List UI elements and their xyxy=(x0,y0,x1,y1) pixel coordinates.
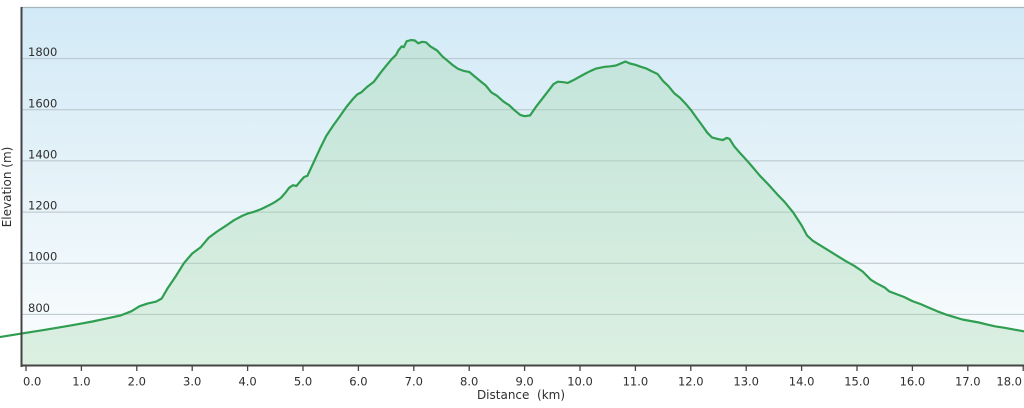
x-tick-label-13.0: 13.0 xyxy=(733,375,759,389)
x-tick-label-5.0: 5.0 xyxy=(294,375,312,389)
plot-background xyxy=(22,8,1024,366)
x-tick-label-11.0: 11.0 xyxy=(623,375,649,389)
x-tick-label-9.0: 9.0 xyxy=(515,375,533,389)
x-tick-label-16.0: 16.0 xyxy=(900,375,926,389)
x-tick-label-17.0: 17.0 xyxy=(955,375,981,389)
x-tick-label-15.0: 15.0 xyxy=(844,375,870,389)
y-tick-label-1000: 1000 xyxy=(28,250,57,264)
x-tick-label-12.0: 12.0 xyxy=(678,375,704,389)
x-axis-ticks: 0.0 1.0 2.0 3.0 4.0 5.0 6.0 7.0 8.0 9.0 10.0 11.0 12… xyxy=(23,366,1024,389)
x-tick-label-3.0: 3.0 xyxy=(183,375,201,389)
x-tick-label-7.0: 7.0 xyxy=(405,375,423,389)
x-tick-label-2.0: 2.0 xyxy=(128,375,146,389)
y-tick-label-1600: 1600 xyxy=(28,96,57,110)
y-axis-title: Elevation (m) xyxy=(0,147,14,228)
x-tick-label-14.0: 14.0 xyxy=(789,375,815,389)
x-tick-label-0.0: 0.0 xyxy=(23,375,41,389)
x-axis-title: Distance (km) xyxy=(477,388,565,402)
x-tick-label-4.0: 4.0 xyxy=(238,375,256,389)
x-tick-label-10.0: 10.0 xyxy=(567,375,593,389)
x-tick-label-8.0: 8.0 xyxy=(460,375,478,389)
elevation-area-fill xyxy=(22,40,1024,365)
gridlines xyxy=(22,58,1024,315)
x-tick-label-18.0: 18.0 xyxy=(996,375,1022,389)
y-tick-label-800: 800 xyxy=(28,301,50,315)
y-tick-label-1800: 1800 xyxy=(28,45,57,59)
x-tick-label-1.0: 1.0 xyxy=(72,375,90,389)
y-axis-tick-labels: 800 1000 1200 1400 1600 1800 xyxy=(28,45,57,315)
elevation-line xyxy=(0,38,1024,338)
y-tick-label-1200: 1200 xyxy=(28,199,57,213)
x-tick-label-6.0: 6.0 xyxy=(349,375,367,389)
y-tick-label-1400: 1400 xyxy=(28,147,57,161)
